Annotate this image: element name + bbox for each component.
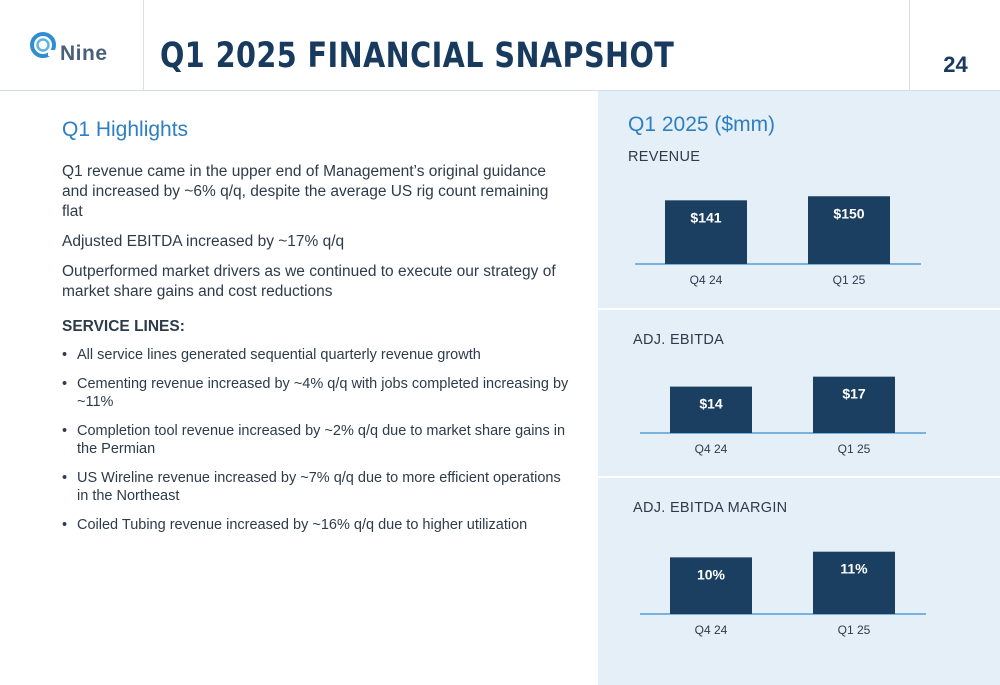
logo-text: Nine: [60, 42, 108, 65]
bar-q1-25: [813, 376, 895, 433]
highlight-paragraph: Q1 revenue came in the upper end of Mana…: [62, 163, 549, 220]
panel-title: Q1 2025 ($mm): [628, 113, 776, 136]
data-label: $17: [842, 386, 866, 402]
bar-q1-25: [813, 551, 895, 614]
service-lines-title: SERVICE LINES:: [62, 318, 185, 335]
ebitda-chart: $14 Q4 24 $17 Q1 25: [640, 376, 926, 456]
highlight-paragraph: Adjusted EBITDA increased by ~17% q/q: [62, 233, 345, 250]
page-title: Q1 2025 FINANCIAL SNAPSHOT: [160, 36, 675, 76]
data-label: $14: [699, 396, 723, 412]
logo-swirl-icon: [30, 32, 56, 58]
x-tick-label: Q4 24: [695, 442, 728, 456]
financial-panel: Q1 2025 ($mm) REVENUE $141 Q4 24 $150 Q1 25…: [598, 91, 1000, 685]
ebitda-margin-chart: 10% Q4 24 11% Q1 25: [640, 551, 926, 637]
chart-title-ebitda-margin: ADJ. EBITDA MARGIN: [633, 500, 788, 516]
x-tick-label: Q1 25: [838, 442, 871, 456]
highlights-section: Q1 Highlights Q1 revenue came in the upp…: [62, 118, 572, 545]
x-tick-label: Q1 25: [833, 273, 866, 287]
panel-divider: [598, 308, 1000, 310]
chart-title-ebitda: ADJ. EBITDA: [633, 332, 725, 348]
bar-q4-24: [670, 557, 752, 614]
revenue-chart: $141 Q4 24 $150 Q1 25: [635, 196, 921, 287]
data-label: $141: [690, 209, 721, 225]
x-tick-label: Q4 24: [695, 623, 728, 637]
panel-divider: [598, 476, 1000, 478]
bar-q4-24: [670, 386, 752, 433]
list-item: All service lines generated sequential q…: [62, 346, 572, 364]
list-item: Cementing revenue increased by ~4% q/q w…: [62, 375, 572, 411]
bar-q4-24: [665, 200, 747, 264]
page-number-box: 24: [909, 0, 1000, 90]
x-tick-label: Q1 25: [838, 623, 871, 637]
list-item: Completion tool revenue increased by ~2%…: [62, 422, 572, 458]
highlight-paragraph: Outperformed market drivers as we contin…: [62, 263, 556, 300]
data-label: 10%: [697, 566, 726, 582]
data-label: $150: [833, 205, 864, 221]
service-lines-list: All service lines generated sequential q…: [62, 346, 572, 534]
bar-q1-25: [808, 196, 890, 264]
slide-header: Nine Q1 2025 FINANCIAL SNAPSHOT 24: [0, 0, 1000, 91]
list-item: US Wireline revenue increased by ~7% q/q…: [62, 469, 572, 505]
page-number: 24: [943, 52, 968, 77]
logo: Nine: [0, 0, 144, 90]
chart-title-revenue: REVENUE: [628, 149, 701, 165]
highlights-title: Q1 Highlights: [62, 118, 189, 141]
x-tick-label: Q4 24: [690, 273, 723, 287]
list-item: Coiled Tubing revenue increased by ~16% …: [62, 516, 572, 534]
data-label: 11%: [840, 561, 868, 577]
